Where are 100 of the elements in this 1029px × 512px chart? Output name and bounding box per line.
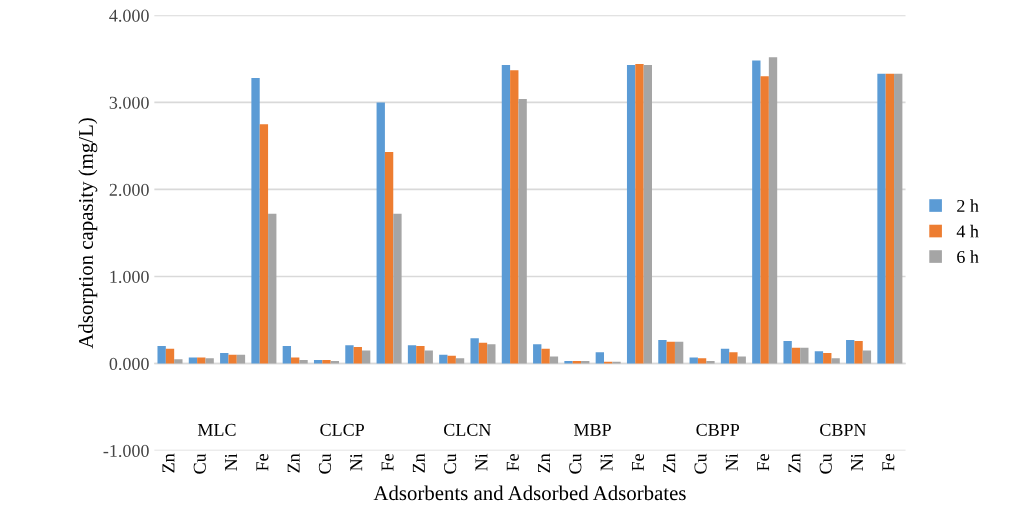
x-tick-label: Zn <box>538 453 550 473</box>
bar <box>706 360 715 364</box>
bar <box>501 64 511 364</box>
bar <box>510 70 519 364</box>
bar <box>251 78 260 364</box>
annotation: CLCN <box>444 423 491 436</box>
bar <box>393 213 402 364</box>
bar <box>862 350 872 364</box>
bar <box>894 73 903 364</box>
x-tick-label: Cu <box>318 453 332 474</box>
bar <box>760 76 769 364</box>
bar <box>595 352 605 364</box>
bar <box>846 340 855 364</box>
bar <box>791 347 801 364</box>
x-tick-label: Ni <box>475 453 488 471</box>
bar <box>666 341 675 364</box>
x-tick-label: Cu <box>569 453 582 474</box>
bar <box>330 360 340 364</box>
bar <box>752 60 761 364</box>
x-tick-label: Fe <box>506 453 519 471</box>
bar <box>541 348 550 364</box>
bar <box>658 340 667 364</box>
annotation: CBPP <box>696 423 740 436</box>
y-tick-label: -1.000 <box>103 444 149 458</box>
bar <box>572 360 582 364</box>
bar <box>487 344 496 364</box>
annotation: CLCP <box>320 423 364 436</box>
bar <box>165 348 175 364</box>
y-tick-label: 4.000 <box>109 9 149 22</box>
bar <box>455 358 465 364</box>
bar <box>313 360 323 364</box>
bar <box>376 102 385 364</box>
x-tick-label: Cu <box>193 453 206 474</box>
x-tick-label: Zn <box>788 453 801 473</box>
x-tick-label: Fe <box>882 453 895 471</box>
x-tick-label: Cu <box>819 453 832 474</box>
bar <box>322 360 331 364</box>
bar <box>737 356 746 364</box>
bar <box>478 342 488 364</box>
bar <box>228 354 237 364</box>
y-tick-label: 1.000 <box>110 270 149 283</box>
bar <box>291 357 300 364</box>
bar <box>353 346 362 364</box>
bar <box>236 354 246 364</box>
bar <box>823 353 832 364</box>
x-tick-label: Ni <box>350 453 363 471</box>
bar <box>533 344 542 364</box>
bar <box>720 348 730 364</box>
y-tick-label: 0.000 <box>109 357 149 371</box>
bar <box>268 213 277 364</box>
y-axis-title: Adsorption capasity (mg/L) <box>78 118 98 349</box>
x-tick-label: Ni <box>224 453 237 471</box>
bar <box>188 357 198 364</box>
bar <box>416 346 425 364</box>
bar <box>635 64 644 364</box>
bar <box>345 345 354 364</box>
x-tick-label: Zn <box>162 453 175 473</box>
bar <box>814 351 824 364</box>
bar <box>439 354 448 364</box>
bar <box>470 338 479 364</box>
bar <box>831 358 840 364</box>
bar <box>800 347 809 364</box>
bar <box>157 346 166 364</box>
bar <box>768 57 778 364</box>
legend-label: 6 h <box>957 250 979 264</box>
x-tick-label: Zn <box>287 453 300 473</box>
annotation: MLC <box>197 423 236 436</box>
bar <box>174 359 183 364</box>
x-tick-label: Fe <box>757 453 770 471</box>
bar <box>549 356 559 364</box>
bar <box>447 355 456 364</box>
bar <box>854 340 863 364</box>
bar <box>384 152 394 364</box>
x-tick-label: Ni <box>600 453 613 471</box>
legend-label: 2 h <box>957 199 979 212</box>
bar <box>282 346 292 364</box>
annotation: MBP <box>573 423 611 436</box>
bar <box>885 73 895 364</box>
bar <box>783 340 792 364</box>
x-tick-label: Cu <box>444 453 457 474</box>
legend-label: 4 h <box>956 224 979 238</box>
x-tick-label: Fe <box>632 453 644 471</box>
bar <box>626 64 636 364</box>
y-tick-label: 2.000 <box>109 183 149 196</box>
bar <box>205 358 214 364</box>
x-tick-label: Fe <box>256 453 269 471</box>
bar <box>259 124 269 364</box>
bar <box>197 357 206 364</box>
x-tick-label: Ni <box>850 453 863 471</box>
x-tick-label: Zn <box>663 453 676 473</box>
bar <box>299 360 308 364</box>
bar <box>674 341 684 364</box>
y-tick-label: 3.000 <box>109 96 149 109</box>
bar <box>424 350 433 364</box>
bar <box>407 345 417 364</box>
x-tick-label: Zn <box>412 453 425 473</box>
bar <box>689 357 698 364</box>
bar <box>564 360 573 364</box>
bar <box>877 73 886 364</box>
bar <box>361 350 371 364</box>
